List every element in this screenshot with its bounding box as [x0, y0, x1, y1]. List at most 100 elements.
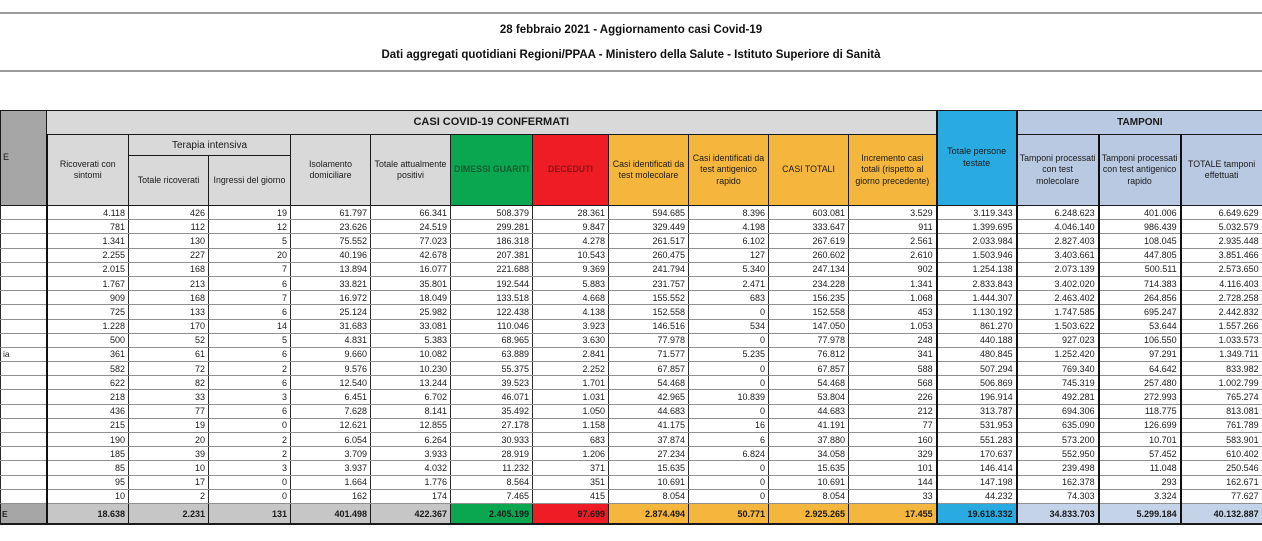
column-header-ricoverati-con-sintomi: Ricoverati con sintomi [45, 134, 129, 206]
value-cell: 902 [847, 261, 938, 277]
value-cell: 231.757 [608, 275, 689, 292]
value-cell: 401.006 [1097, 204, 1182, 221]
value-cell: 3.402.020 [1015, 275, 1100, 292]
value-cell: 1.053 [847, 318, 938, 334]
table-row: 500 52 5 4.831 5.383 68.965 3.630 77.978 0 77.978… [0, 332, 1262, 348]
table-row: 2.255 227 20 40.196 42.678 207.381 10.543 260.4… [0, 247, 1262, 263]
value-cell: 35.801 [370, 275, 451, 292]
value-cell: 54.468 [608, 375, 689, 391]
value-cell: 351 [532, 474, 609, 490]
value-cell: 31.683 [290, 318, 371, 334]
region-cell [0, 389, 47, 405]
value-cell: 0 [688, 332, 769, 348]
value-cell: 1.444.307 [935, 290, 1018, 306]
report-header: 28 febbraio 2021 - Aggiornamento casi Co… [0, 12, 1262, 72]
value-cell: 594.685 [608, 204, 689, 221]
region-cell [0, 446, 47, 462]
value-cell: 508.379 [450, 204, 533, 221]
value-cell: 33.081 [370, 318, 451, 334]
value-cell: 10.082 [370, 346, 451, 363]
value-cell: 1.557.266 [1179, 318, 1262, 334]
value-cell: 440.188 [935, 332, 1018, 348]
value-cell: 71.577 [608, 346, 689, 363]
value-cell: 1.050 [532, 403, 609, 419]
value-cell: 147.198 [935, 474, 1018, 490]
value-cell: 0 [688, 304, 769, 320]
table-row: ia 361 61 6 9.660 10.082 63.889 2.841 71.577 5.23… [0, 346, 1262, 363]
value-cell: 257.480 [1097, 375, 1182, 391]
value-cell: 1.254.138 [935, 261, 1018, 277]
value-cell: 85 [45, 460, 129, 476]
value-cell: 5 [208, 332, 291, 348]
region-cell [0, 417, 47, 434]
value-cell: 66.341 [370, 204, 451, 221]
column-header-totale-tamponi: TOTALE tamponi effettuati [1179, 134, 1262, 206]
value-cell: 6.451 [290, 389, 371, 405]
value-cell: 35.492 [450, 403, 533, 419]
region-cell [0, 204, 47, 221]
value-cell: 507.294 [935, 361, 1018, 377]
column-header-totale-attualmente-positivi: Totale attualmente positivi [370, 134, 451, 206]
value-cell: 582 [45, 361, 129, 377]
value-cell: 152.558 [608, 304, 689, 320]
value-cell: 10.543 [532, 247, 609, 263]
value-cell: 16.972 [290, 290, 371, 306]
value-cell: 622 [45, 375, 129, 391]
region-cell [0, 431, 47, 448]
total-value-cell: 2.925.265 [768, 502, 849, 526]
value-cell: 18.049 [370, 290, 451, 306]
value-cell: 3 [208, 389, 291, 405]
value-cell: 6 [208, 375, 291, 391]
region-cell [0, 219, 47, 235]
value-cell: 861.270 [935, 318, 1018, 334]
value-cell: 1.767 [45, 275, 129, 292]
value-cell: 986.439 [1097, 219, 1182, 235]
total-value-cell: 18.638 [45, 502, 129, 526]
region-cell [0, 474, 47, 490]
value-cell: 37.874 [608, 431, 689, 448]
value-cell: 44.232 [935, 488, 1018, 504]
value-cell: 3.851.466 [1179, 247, 1262, 263]
value-cell: 52 [128, 332, 209, 348]
value-cell: 101 [847, 460, 938, 476]
value-cell: 5.235 [688, 346, 769, 363]
value-cell: 34.058 [768, 446, 849, 462]
value-cell: 76.812 [768, 346, 849, 363]
value-cell: 10.230 [370, 361, 451, 377]
value-cell: 12.540 [290, 375, 371, 391]
table-row: 215 19 0 12.621 12.855 27.178 1.158 41.175 16 41.… [0, 417, 1262, 434]
value-cell: 215 [45, 417, 129, 434]
report-title: 28 febbraio 2021 - Aggiornamento casi Co… [499, 23, 763, 36]
value-cell: 9.369 [532, 261, 609, 277]
value-cell: 12 [208, 219, 291, 235]
value-cell: 3.937 [290, 460, 371, 476]
region-column-header: E [0, 110, 47, 206]
value-cell: 531.953 [935, 417, 1018, 434]
value-cell: 6.248.623 [1015, 204, 1100, 221]
value-cell: 267.619 [768, 233, 849, 249]
value-cell: 174 [370, 488, 451, 504]
value-cell: 415 [532, 488, 609, 504]
region-cell [0, 318, 47, 334]
value-cell: 12.855 [370, 417, 451, 434]
value-cell: 24.519 [370, 219, 451, 235]
value-cell: 725 [45, 304, 129, 320]
group-header-casi-confermati: CASI COVID-19 CONFERMATI [45, 110, 938, 135]
value-cell: 108.045 [1097, 233, 1182, 249]
value-cell: 261.517 [608, 233, 689, 249]
value-cell: 15.635 [608, 460, 689, 476]
value-cell: 146.414 [935, 460, 1018, 476]
total-value-cell: 2.874.494 [608, 502, 689, 526]
value-cell: 7 [208, 290, 291, 306]
value-cell: 40.196 [290, 247, 371, 263]
value-cell: 19 [128, 417, 209, 434]
value-cell: 0 [688, 403, 769, 419]
value-cell: 2.610 [847, 247, 938, 263]
table-header: E CASI COVID-19 CONFERMATI Totale person… [0, 110, 1262, 206]
value-cell: 4.118 [45, 204, 129, 221]
value-cell: 6.702 [370, 389, 451, 405]
region-cell [0, 247, 47, 263]
value-cell: 77.978 [768, 332, 849, 348]
value-cell: 10.691 [768, 474, 849, 490]
value-cell: 147.050 [768, 318, 849, 334]
